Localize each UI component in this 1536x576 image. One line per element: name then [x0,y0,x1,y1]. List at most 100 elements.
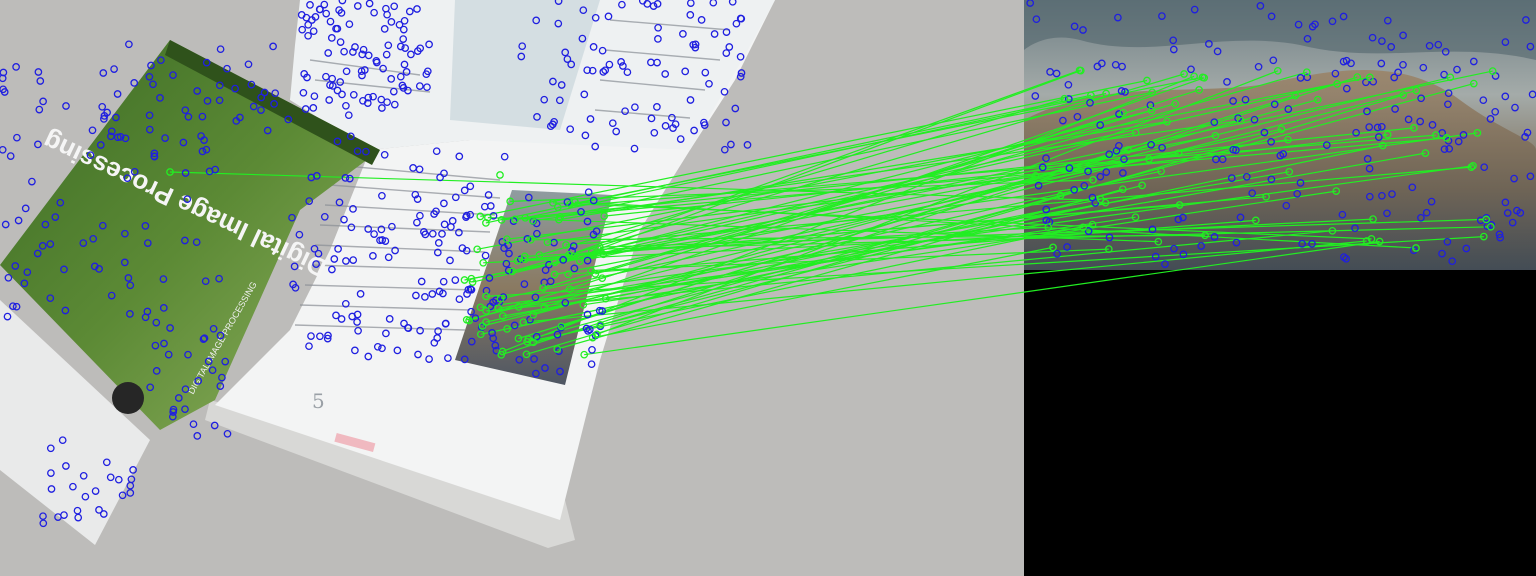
keypoint-marker [1059,116,1067,125]
keypoint-marker [337,315,346,323]
keypoint-marker [1388,190,1396,198]
keypoint-marker [432,147,441,156]
keypoint-marker [588,345,596,354]
keypoint-marker [612,127,621,136]
keypoint-marker [99,69,108,77]
keypoint-marker [304,20,313,29]
keypoint-marker [399,35,408,43]
matched-keypoint [478,322,487,330]
keypoint-marker [3,312,12,321]
keypoint-marker [340,47,348,56]
match-line [501,76,1358,356]
keypoint-marker [520,280,529,288]
keypoint-marker [333,86,342,95]
keypoint-marker [416,44,425,53]
keypoint-marker [353,318,361,326]
keypoint-marker [260,88,269,97]
keypoint-marker [1242,172,1251,181]
keypoint-marker [605,60,614,69]
keypoint-marker [1501,92,1510,101]
keypoint-marker [1511,103,1519,112]
keypoint-marker [1114,13,1122,22]
keypoint-marker [189,420,198,429]
keypoint-marker [364,352,373,361]
keypoint-marker [1064,95,1073,103]
keypoint-marker [181,405,189,414]
keypoint-marker [181,106,190,115]
keypoint-marker [482,286,491,295]
keypoint-marker [1034,181,1043,190]
keypoint-marker [617,58,625,66]
keypoint-marker [110,65,118,73]
matched-keypoint [550,270,559,279]
keypoint-marker [1046,68,1054,76]
keypoint-marker [341,174,350,182]
keypoint-marker [561,298,570,307]
matched-keypoint [1148,88,1157,97]
keypoint-marker [1491,107,1500,116]
keypoint-marker [151,341,160,350]
matched-keypoint [513,256,522,265]
keypoint-marker [365,0,374,8]
keypoint-marker [161,134,169,142]
keypoint-marker [390,100,399,109]
keypoint-marker [1378,191,1386,200]
matched-keypoint [529,310,538,319]
keypoint-marker [701,68,710,77]
keypoint-marker [373,342,382,351]
keypoint-marker [561,48,570,57]
matched-keypoint [484,213,492,222]
keypoint-marker [126,281,135,290]
keypoint-marker [623,68,632,77]
keypoint-marker [1064,80,1073,89]
keypoint-marker [47,485,56,493]
matched-keypoint [540,303,549,312]
keypoint-marker [395,20,404,29]
keypoint-marker [533,113,541,121]
keypoint-marker [531,293,540,302]
keypoint-marker [709,0,718,7]
keypoint-marker [107,127,116,136]
keypoint-marker [587,360,596,369]
keypoint-marker [1322,141,1331,149]
keypoint-marker [35,105,44,114]
match-line [604,158,1150,217]
keypoint-marker [584,188,593,197]
keypoint-marker [346,132,355,141]
matched-keypoint [1285,167,1294,176]
keypoint-marker [1213,47,1222,56]
keypoint-marker [1115,110,1123,118]
matched-keypoint [1353,73,1362,81]
keypoint-marker [0,145,7,154]
keypoint-marker [1119,169,1127,177]
keypoint-marker [439,289,447,298]
keypoint-marker [404,324,413,332]
book-cover-badge [112,382,144,414]
keypoint-marker [720,145,729,154]
keypoint-marker [654,35,662,43]
keypoint-marker [118,491,127,500]
keypoint-marker [463,290,471,298]
keypoint-marker [103,108,111,117]
matched-keypoint [1049,243,1057,252]
keypoint-marker [1438,129,1447,137]
keypoint-marker [340,215,348,224]
keypoint-marker [588,66,597,75]
keypoint-marker [1390,73,1399,82]
keypoint-marker [309,104,318,112]
keypoint-marker [569,242,578,250]
keypoint-marker [141,313,150,322]
keypoint-marker [384,253,393,262]
keypoint-marker [581,131,590,140]
keypoint-marker [455,228,463,237]
keypoint-marker [1293,189,1302,198]
keypoint-marker [95,265,103,273]
matched-keypoint [1488,67,1497,75]
keypoint-marker [618,0,626,9]
keypoint-marker [563,55,572,63]
match-line [528,83,1474,340]
keypoint-marker [690,126,698,135]
matched-keypoint [519,318,528,327]
match-line [472,131,1136,283]
